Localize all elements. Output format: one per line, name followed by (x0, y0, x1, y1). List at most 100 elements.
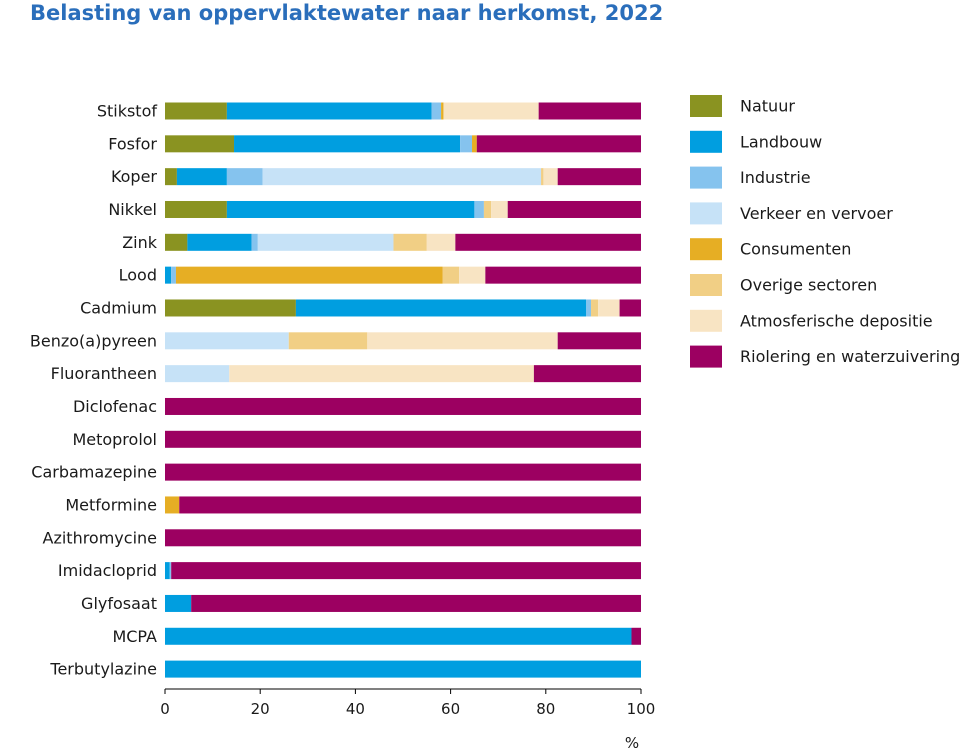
bar-benzo-a-pyreen-atmosferische-depositie (367, 332, 558, 350)
bar-cadmium-landbouw (295, 299, 587, 317)
legend-label-industrie: Industrie (740, 168, 811, 187)
bar-lood-overige-sectoren (442, 266, 460, 284)
category-label-imidacloprid: Imidacloprid (58, 561, 157, 580)
bar-benzo-a-pyreen-verkeer-en-vervoer (165, 332, 289, 350)
bar-benzo-a-pyreen-riolering-en-waterzuivering (557, 332, 641, 350)
bar-lood-consumenten (175, 266, 443, 284)
legend: Natuur Landbouw Industrie Verkeer en vervoe… (690, 95, 960, 368)
bar-fluorantheen-verkeer-en-vervoer (165, 365, 230, 383)
category-label-carbamazepine: Carbamazepine (31, 463, 157, 482)
legend-label-consumenten: Consumenten (740, 240, 851, 259)
bar-nikkel-overige-sectoren (483, 200, 492, 218)
category-label-metformine: Metformine (65, 495, 157, 514)
x-tick-label-80: 80 (536, 700, 555, 718)
category-label-benzo-a-pyreen: Benzo(a)pyreen (30, 331, 157, 350)
bar-imidacloprid-industrie (169, 562, 172, 580)
legend-swatch-verkeer-en-vervoer (690, 202, 722, 225)
bar-cadmium-atmosferische-depositie (598, 299, 620, 317)
category-label-terbutylazine: Terbutylazine (49, 660, 157, 679)
category-label-nikkel: Nikkel (108, 200, 157, 219)
bar-terbutylazine-landbouw (165, 660, 641, 678)
category-label-fosfor: Fosfor (108, 134, 157, 153)
bar-azithromycine-riolering-en-waterzuivering (165, 529, 641, 547)
bar-lood-atmosferische-depositie (459, 266, 486, 284)
bar-stikstof-atmosferische-depositie (443, 102, 539, 120)
bar-mcpa-landbouw (165, 627, 632, 645)
x-tick-label-0: 0 (160, 700, 170, 718)
bar-cadmium-overige-sectoren (591, 299, 599, 317)
x-tick-label-40: 40 (346, 700, 365, 718)
bar-zink-overige-sectoren (393, 233, 427, 251)
x-tick-label-100: 100 (627, 700, 656, 718)
bar-cadmium-natuur (165, 299, 296, 317)
bar-koper-verkeer-en-vervoer (262, 168, 542, 186)
bar-nikkel-industrie (474, 200, 484, 218)
bar-metformine-riolering-en-waterzuivering (179, 496, 641, 514)
bar-stikstof-natuur (165, 102, 227, 120)
bar-nikkel-atmosferische-depositie (491, 200, 508, 218)
x-axis-unit-label: % (625, 734, 639, 752)
bar-nikkel-natuur (165, 200, 227, 218)
legend-swatch-industrie (690, 166, 722, 189)
bar-carbamazepine-riolering-en-waterzuivering (165, 463, 641, 481)
bar-zink-industrie (251, 233, 258, 251)
chart-title: Belasting van oppervlaktewater naar herk… (30, 1, 664, 25)
bar-zink-riolering-en-waterzuivering (455, 233, 641, 251)
bar-koper-atmosferische-depositie (543, 168, 558, 186)
category-label-cadmium: Cadmium (80, 298, 157, 317)
legend-swatch-overige-sectoren (690, 274, 722, 296)
bars-group (165, 102, 642, 678)
category-label-azithromycine: Azithromycine (43, 528, 158, 547)
bar-stikstof-consumenten (441, 102, 444, 120)
legend-swatch-landbouw (690, 130, 722, 153)
legend-swatch-atmosferische-depositie (690, 309, 722, 332)
bar-zink-natuur (165, 233, 188, 251)
bar-fluorantheen-riolering-en-waterzuivering (533, 365, 641, 383)
category-label-lood: Lood (119, 266, 157, 285)
bar-diclofenac-riolering-en-waterzuivering (165, 397, 641, 415)
bar-imidacloprid-riolering-en-waterzuivering (171, 562, 642, 580)
legend-label-landbouw: Landbouw (740, 132, 822, 151)
bar-fosfor-natuur (165, 135, 235, 153)
bar-mcpa-riolering-en-waterzuivering (631, 627, 641, 645)
bar-lood-landbouw (165, 266, 172, 284)
legend-label-overige-sectoren: Overige sectoren (740, 276, 877, 295)
bar-metformine-consumenten (165, 496, 180, 514)
bar-fosfor-consumenten (472, 135, 477, 153)
bar-cadmium-riolering-en-waterzuivering (619, 299, 641, 317)
bar-nikkel-landbouw (226, 200, 475, 218)
bar-nikkel-riolering-en-waterzuivering (507, 200, 641, 218)
bar-zink-atmosferische-depositie (426, 233, 456, 251)
bar-benzo-a-pyreen-overige-sectoren (288, 332, 368, 350)
bar-stikstof-landbouw (226, 102, 432, 120)
bar-imidacloprid-landbouw (165, 562, 170, 580)
category-label-koper: Koper (111, 167, 157, 186)
legend-label-atmosferische-depositie: Atmosferische depositie (740, 311, 933, 330)
bar-koper-industrie (226, 168, 263, 186)
category-label-metoprolol: Metoprolol (72, 430, 157, 449)
legend-swatch-consumenten (690, 238, 722, 261)
category-label-glyfosaat: Glyfosaat (81, 594, 157, 613)
bar-glyfosaat-riolering-en-waterzuivering (191, 594, 641, 612)
legend-label-verkeer-en-vervoer: Verkeer en vervoer (740, 204, 893, 223)
bar-lood-industrie (171, 266, 176, 284)
category-label-mcpa: MCPA (112, 627, 157, 646)
legend-swatch-natuur (690, 95, 722, 117)
bar-fosfor-industrie (460, 135, 473, 153)
bar-cadmium-industrie (586, 299, 592, 317)
category-label-fluorantheen: Fluorantheen (51, 364, 157, 383)
bar-koper-riolering-en-waterzuivering (557, 168, 641, 186)
bar-stikstof-riolering-en-waterzuivering (538, 102, 641, 120)
bar-fluorantheen-atmosferische-depositie (229, 365, 534, 383)
bar-koper-overige-sectoren (541, 168, 544, 186)
bar-koper-natuur (165, 168, 177, 186)
legend-label-natuur: Natuur (740, 97, 795, 116)
category-label-stikstof: Stikstof (97, 102, 158, 121)
bar-fosfor-landbouw (234, 135, 461, 153)
bar-glyfosaat-landbouw (165, 594, 192, 612)
legend-swatch-riolering-en-waterzuivering (690, 345, 722, 368)
bar-stikstof-industrie (431, 102, 442, 120)
legend-label-riolering-en-waterzuivering: Riolering en waterzuivering (740, 347, 960, 366)
bar-zink-verkeer-en-vervoer (257, 233, 394, 251)
category-label-zink: Zink (122, 233, 158, 252)
